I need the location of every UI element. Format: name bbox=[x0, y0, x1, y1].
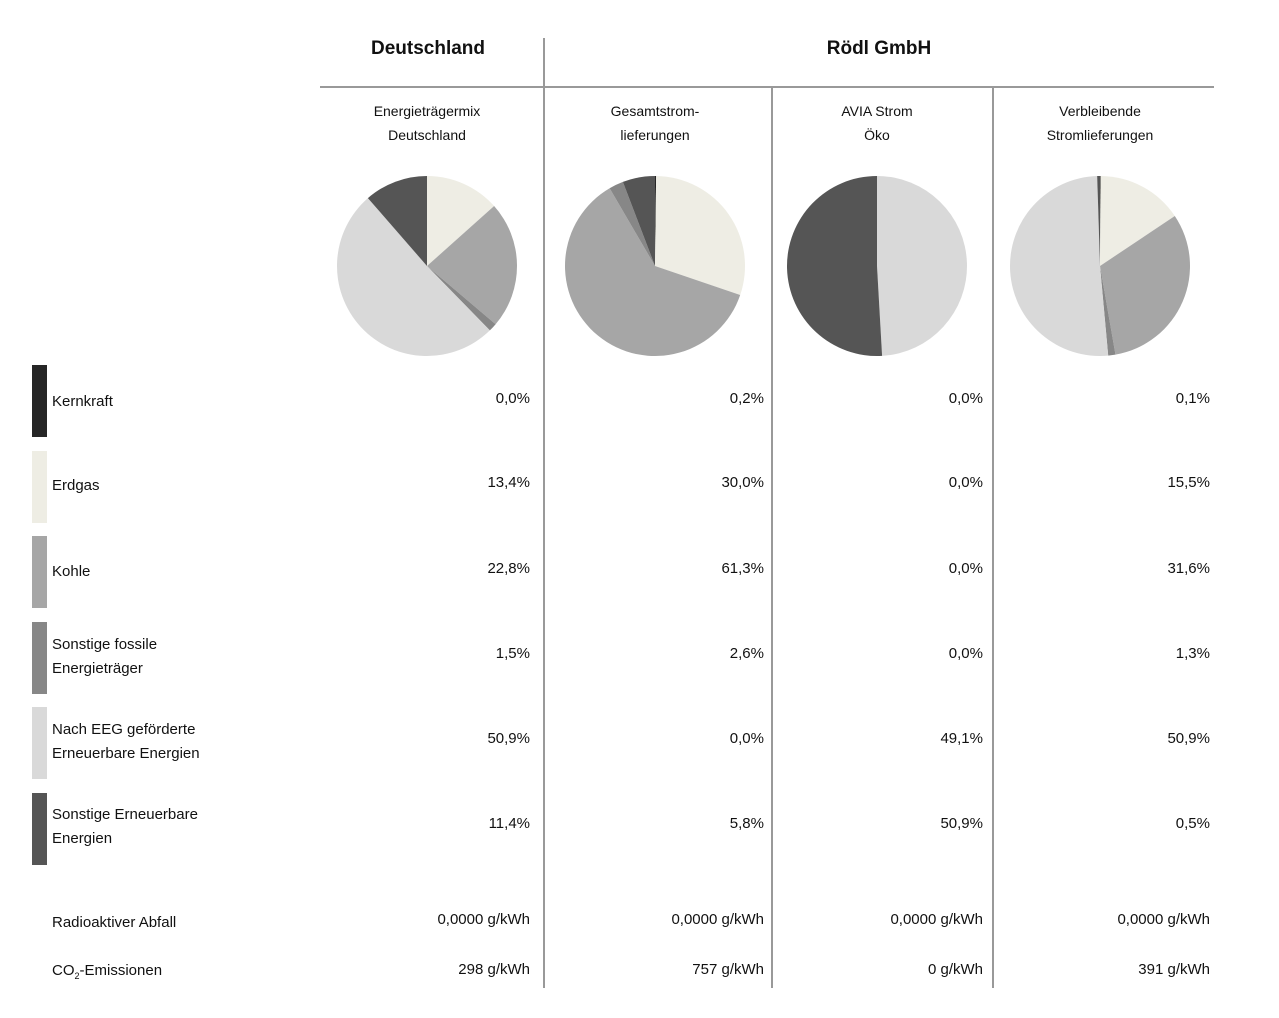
pie-slice bbox=[1100, 176, 1175, 266]
pie-slice bbox=[1100, 215, 1190, 355]
column-divider bbox=[771, 86, 773, 988]
legend-label-line: Energien bbox=[52, 830, 113, 847]
data-label: 5,8% bbox=[729, 815, 764, 832]
data-label: 0,2% bbox=[729, 390, 764, 407]
data-label: 0,0% bbox=[948, 474, 983, 491]
legend-label: Nach EEG geförderte Erneuerbare Energien bbox=[52, 718, 200, 766]
data-label: 50,9% bbox=[1167, 730, 1210, 747]
data-label: 0,0% bbox=[948, 645, 983, 662]
data-label: 1,5% bbox=[495, 645, 530, 662]
data-label: 0,5% bbox=[1175, 815, 1210, 832]
legend-label-line: Erneuerbare Energien bbox=[52, 745, 200, 762]
series-title-line: Deutschland bbox=[388, 127, 466, 143]
series-title-line: Gesamtstrom- bbox=[610, 103, 700, 119]
data-label: 0,0% bbox=[729, 730, 764, 747]
legend-label-line: Kernkraft bbox=[52, 393, 113, 410]
column-divider bbox=[992, 86, 994, 988]
co2-value: 298 g/kWh bbox=[458, 961, 530, 978]
header-divider bbox=[320, 86, 1214, 88]
data-label: 11,4% bbox=[488, 815, 530, 832]
co2-value: 757 g/kWh bbox=[692, 961, 764, 978]
legend-swatch bbox=[32, 450, 47, 523]
data-label: 0,1% bbox=[1175, 390, 1210, 407]
column-divider bbox=[543, 38, 545, 988]
legend-swatch bbox=[32, 365, 47, 437]
legend-label-line: Energieträger bbox=[52, 660, 143, 677]
pie-slice bbox=[427, 206, 517, 325]
series-title: Energieträgermix Deutschland bbox=[317, 99, 537, 147]
pie-slice bbox=[1097, 176, 1100, 266]
pie-slice bbox=[655, 176, 657, 266]
series-title: AVIA Strom Öko bbox=[767, 99, 987, 147]
data-label: 49,1% bbox=[940, 730, 983, 747]
legend-label-line: Sonstige Erneuerbare bbox=[52, 806, 198, 823]
legend-label: Sonstige Erneuerbare Energien bbox=[52, 803, 198, 851]
radioactive-value: 0,0000 g/kWh bbox=[671, 911, 764, 928]
legend-swatch bbox=[32, 792, 47, 865]
radioactive-value: 0,0000 g/kWh bbox=[1117, 911, 1210, 928]
pie-slice bbox=[1100, 266, 1116, 356]
legend-label: Kernkraft bbox=[52, 390, 113, 414]
data-label: 13,4% bbox=[487, 474, 530, 491]
pie-slice bbox=[565, 188, 741, 356]
legend-label: Kohle bbox=[52, 560, 90, 584]
series-title: Gesamtstrom-lieferungen bbox=[545, 99, 765, 147]
data-label: 30,0% bbox=[721, 474, 764, 491]
pie-slice bbox=[337, 198, 490, 356]
pie-slice bbox=[1100, 176, 1101, 266]
co2-value: 0 g/kWh bbox=[927, 961, 983, 978]
data-label: 0,0% bbox=[948, 390, 983, 407]
data-label: 50,9% bbox=[487, 730, 530, 747]
legend-label-line: Kohle bbox=[52, 563, 91, 580]
pie-slice bbox=[622, 176, 655, 266]
radioactive-label: Radioaktiver Abfall bbox=[52, 914, 177, 931]
co2-label: CO2-Emissionen bbox=[52, 962, 163, 981]
legend-label-line: Erdgas bbox=[52, 477, 100, 494]
radioactive-value: 0,0000 g/kWh bbox=[890, 911, 983, 928]
data-label: 22,8% bbox=[487, 560, 530, 577]
series-title-line: Stromlieferungen bbox=[1046, 127, 1154, 143]
series-title-line: Energieträgermix bbox=[373, 103, 481, 119]
pie-slice bbox=[367, 176, 427, 266]
pie-slice bbox=[787, 176, 883, 356]
pie-slice bbox=[1010, 176, 1109, 356]
data-label: 0,0% bbox=[948, 560, 983, 577]
series-title-line: Öko bbox=[864, 127, 890, 143]
data-label: 31,6% bbox=[1167, 560, 1210, 577]
data-label: 50,9% bbox=[940, 815, 983, 832]
legend-label-line: Sonstige fossile bbox=[52, 636, 158, 653]
legend-swatch bbox=[32, 621, 47, 694]
header-roedl: Rödl GmbH bbox=[826, 38, 932, 59]
legend-label: Sonstige fossile Energieträger bbox=[52, 633, 157, 681]
pie-slice bbox=[427, 266, 496, 331]
radioactive-value: 0,0000 g/kWh bbox=[437, 911, 530, 928]
series-title: Verbleibende Stromlieferungen bbox=[990, 99, 1210, 147]
data-label: 61,3% bbox=[721, 560, 764, 577]
legend-swatch bbox=[32, 536, 47, 608]
pie-slice bbox=[609, 181, 655, 266]
data-label: 1,3% bbox=[1175, 645, 1210, 662]
legend-swatch bbox=[32, 707, 47, 779]
series-title-line: Verbleibende bbox=[1059, 103, 1141, 119]
data-label: 2,6% bbox=[729, 645, 764, 662]
pie-slice bbox=[877, 176, 968, 356]
legend-label-line: Nach EEG geförderte bbox=[52, 721, 196, 738]
co2-value: 391 g/kWh bbox=[1138, 961, 1210, 978]
pie-slice bbox=[427, 176, 495, 266]
data-label: 0,0% bbox=[495, 390, 530, 407]
pie-slice bbox=[655, 176, 746, 296]
legend-label: Erdgas bbox=[52, 474, 100, 498]
header-deutschland: Deutschland bbox=[370, 38, 486, 59]
series-title-line: AVIA Strom bbox=[841, 103, 913, 119]
series-title-line: lieferungen bbox=[620, 127, 690, 143]
data-label: 15,5% bbox=[1167, 474, 1210, 491]
